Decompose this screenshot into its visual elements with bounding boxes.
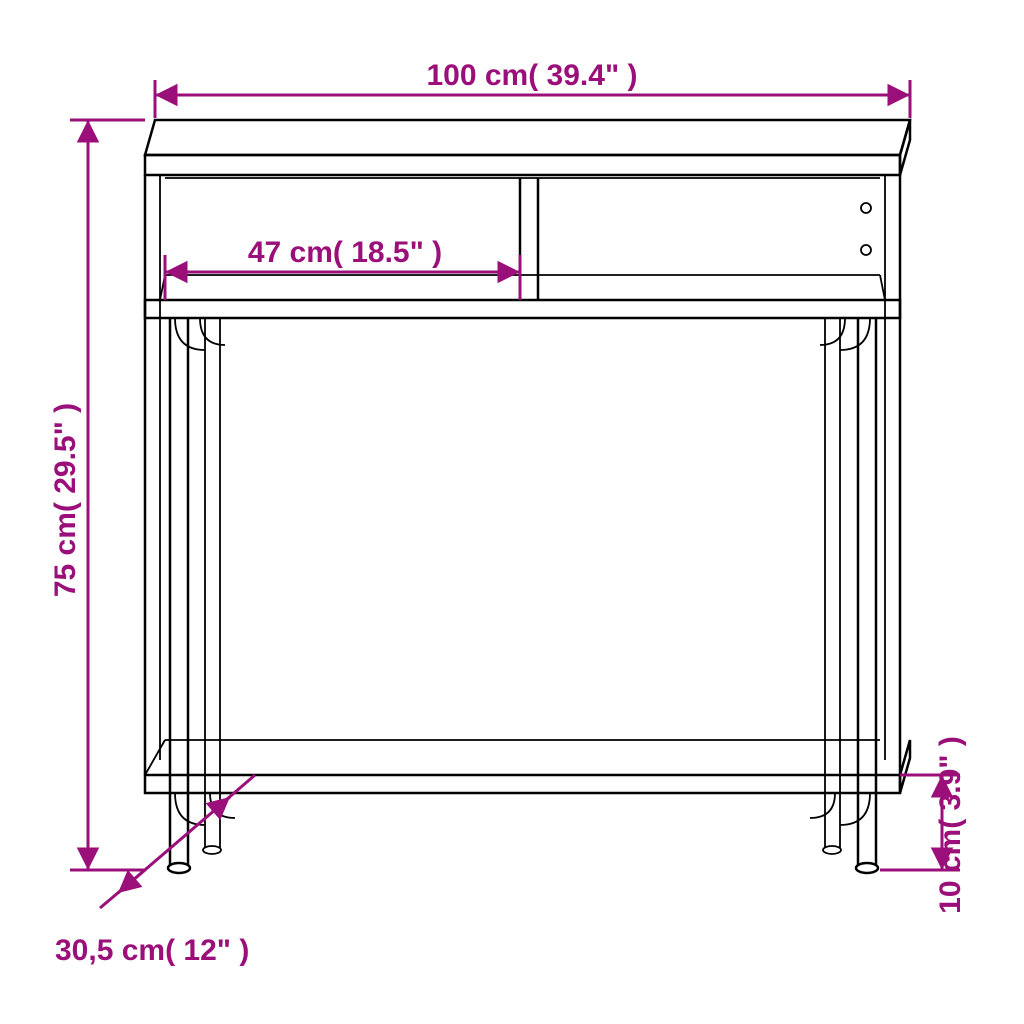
foot-icon xyxy=(856,863,878,873)
foot-icon xyxy=(823,846,841,854)
top-board-side xyxy=(900,120,910,175)
bottom-shelf-side xyxy=(900,740,910,793)
top-board-top xyxy=(145,120,910,155)
cable-hole-icon xyxy=(861,203,871,213)
bottom-shelf-leftdepth xyxy=(145,740,165,775)
foot-icon xyxy=(168,863,190,873)
top-board-front xyxy=(145,155,900,175)
bottom-shelf-front xyxy=(145,775,900,793)
leg-front-left xyxy=(170,318,188,865)
foot-icon xyxy=(203,846,221,854)
cubby-shelf-front xyxy=(145,300,900,318)
bracket-icon xyxy=(810,793,835,818)
bracket-icon xyxy=(820,318,845,345)
leg-back-left xyxy=(205,318,220,848)
dim-shelf-label: 47 cm( 18.5" ) xyxy=(248,236,442,269)
dim-depth-label: 30,5 cm( 12" ) xyxy=(55,934,249,967)
dim-width-label: 100 cm( 39.4" ) xyxy=(426,59,637,92)
dim-foot-label: 10 cm( 3.9" ) xyxy=(934,736,967,914)
bracket-icon xyxy=(175,793,205,825)
leg-front-right xyxy=(858,318,876,865)
leg-back-right xyxy=(825,318,840,848)
bracket-icon xyxy=(840,793,870,825)
dim-depth-line xyxy=(118,797,230,893)
dim-height-label: 75 cm( 29.5" ) xyxy=(49,403,82,597)
cable-hole-icon xyxy=(861,245,871,255)
bracket-icon xyxy=(200,318,225,345)
